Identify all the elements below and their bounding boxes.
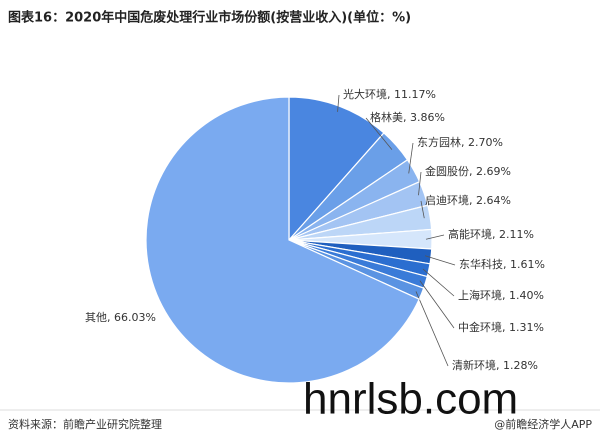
leader-line xyxy=(422,268,455,297)
data-label: 格林美, 3.86% xyxy=(370,110,445,124)
leader-line xyxy=(418,171,422,196)
data-label: 中金环境, 1.31% xyxy=(458,320,544,334)
data-label: 启迪环境, 2.64% xyxy=(425,193,511,207)
data-label: 上海环境, 1.40% xyxy=(458,288,544,302)
credit: @前瞻经济学人APP xyxy=(494,417,592,431)
data-label: 金圆股份, 2.69% xyxy=(425,164,511,178)
leader-line xyxy=(420,200,425,219)
chart-title: 图表16：2020年中国危废处理行业市场份额(按营业收入)(单位：%) xyxy=(8,10,411,26)
source: 资料来源：前瞻产业研究院整理 xyxy=(8,417,162,431)
data-label: 高能环境, 2.11% xyxy=(448,227,534,241)
leader-line xyxy=(408,142,414,174)
data-label: 东华科技, 1.61% xyxy=(459,257,545,271)
leader-line xyxy=(425,234,445,240)
data-label: 光大环境, 11.17% xyxy=(343,87,436,101)
data-label: 清新环境, 1.28% xyxy=(452,358,538,372)
data-label: 其他, 66.03% xyxy=(85,311,156,324)
pie-slice xyxy=(288,96,385,242)
leader-line xyxy=(424,255,456,266)
leader-line xyxy=(365,117,393,150)
leader-line xyxy=(337,94,340,112)
leader-line xyxy=(415,291,449,367)
watermark: hnrlsb.com xyxy=(303,375,518,424)
pie-slice xyxy=(145,96,420,384)
leader-line xyxy=(419,280,455,329)
data-label: 东方园林, 2.70% xyxy=(417,135,503,149)
